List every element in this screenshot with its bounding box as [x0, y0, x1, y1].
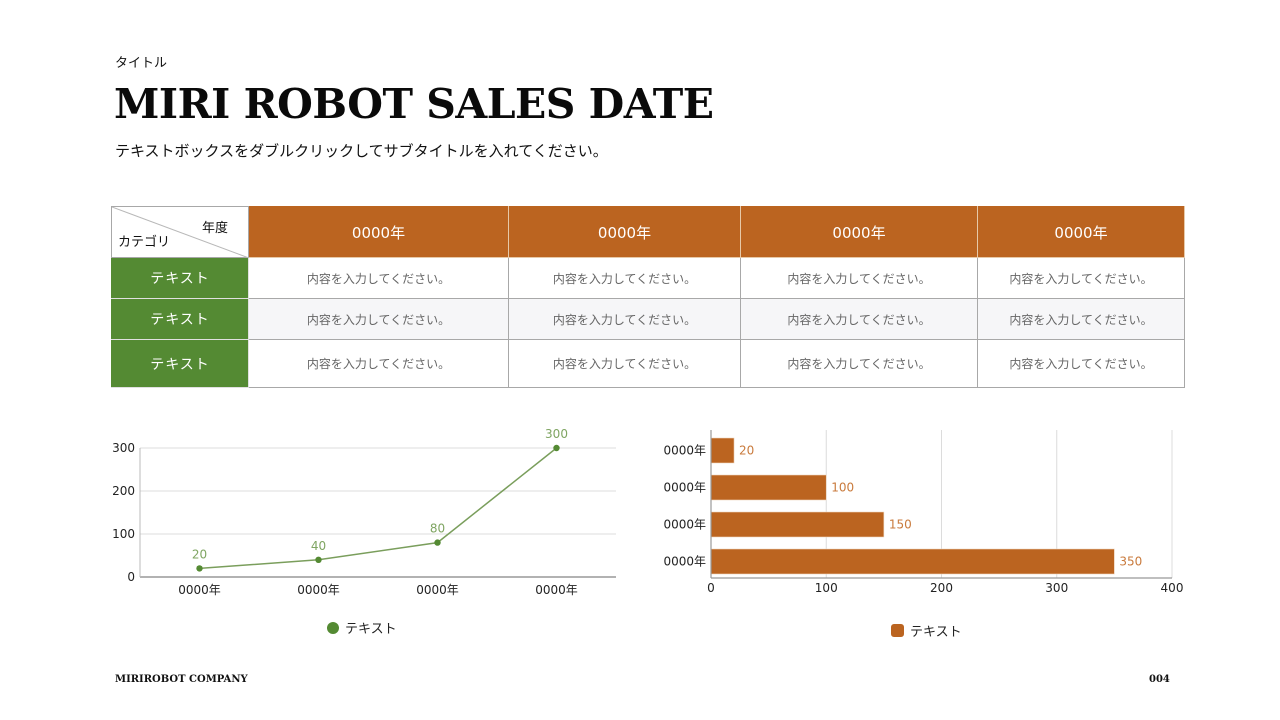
- bar: [710, 437, 735, 464]
- x-tick-label: 0000年: [535, 583, 578, 597]
- table-cell: 内容を入力してください。: [248, 339, 509, 388]
- row-header: テキスト: [111, 339, 249, 388]
- x-tick-label: 0000年: [297, 583, 340, 597]
- x-tick-label: 0: [707, 581, 715, 595]
- table-cell: 内容を入力してください。: [248, 257, 509, 299]
- data-label: 150: [889, 518, 912, 532]
- page-number: 004: [1149, 674, 1170, 685]
- bar-chart: 0 100 200 300 400 20 0000年 100 0000年 150 0000年 350 0…: [655, 420, 1190, 605]
- bar: [710, 548, 1115, 575]
- table-cell: 内容を入力してください。: [740, 298, 978, 340]
- data-point: [315, 556, 322, 563]
- data-label: 350: [1119, 555, 1142, 569]
- table-row: テキスト 内容を入力してください。 内容を入力してください。 内容を入力してくだ…: [111, 298, 1185, 340]
- corner-year-label: 年度: [201, 221, 228, 236]
- column-header: 0000年: [248, 206, 509, 258]
- data-label: 100: [831, 481, 854, 495]
- bar-chart-legend: テキスト: [891, 621, 962, 640]
- table-cell: 内容を入力してください。: [508, 298, 741, 340]
- line-chart-legend: テキスト: [327, 618, 397, 637]
- table-cell: 内容を入力してください。: [740, 339, 978, 388]
- x-tick-label: 0000年: [178, 583, 221, 597]
- y-tick-label: 0: [127, 570, 135, 584]
- legend-circle-icon: [327, 621, 339, 634]
- data-label: 300: [545, 427, 568, 441]
- line-chart: 0 100 200 300 0000年 0000年 0000年 0000年 20 40 80 300: [105, 420, 625, 600]
- y-tick-label: 0000年: [663, 555, 706, 569]
- column-header: 0000年: [740, 206, 978, 258]
- y-tick-label: 100: [112, 527, 135, 541]
- x-tick-label: 300: [1045, 581, 1068, 595]
- y-tick-label: 0000年: [663, 444, 706, 458]
- table-row: テキスト 内容を入力してください。 内容を入力してください。 内容を入力してくだ…: [111, 257, 1185, 299]
- y-tick-label: 0000年: [663, 518, 706, 532]
- data-label: 20: [739, 444, 754, 458]
- data-point: [434, 539, 441, 546]
- x-tick-label: 400: [1161, 581, 1184, 595]
- table-row: テキスト 内容を入力してください。 内容を入力してください。 内容を入力してくだ…: [111, 339, 1185, 388]
- data-label: 20: [192, 547, 207, 561]
- table-header-row: 年度 カテゴリ 0000年 0000年 0000年 0000年: [111, 206, 1185, 258]
- line-series: [199, 447, 557, 570]
- bar: [710, 474, 827, 501]
- bar-chart-plot: 0 100 200 300 400 20 0000年 100 0000年 150 0000年 350 0…: [663, 430, 1184, 595]
- x-tick-label: 0000年: [416, 583, 459, 597]
- table-cell: 内容を入力してください。: [740, 257, 978, 299]
- column-header: 0000年: [977, 206, 1185, 258]
- data-label: 40: [311, 539, 326, 553]
- y-tick-label: 300: [112, 441, 135, 455]
- x-tick-label: 100: [815, 581, 838, 595]
- table-cell: 内容を入力してください。: [977, 339, 1185, 388]
- row-header: テキスト: [111, 257, 249, 299]
- page-title: MIRI ROBOT SALES DATE: [114, 80, 714, 128]
- table-cell: 内容を入力してください。: [977, 298, 1185, 340]
- table-cell: 内容を入力してください。: [508, 257, 741, 299]
- y-tick-label: 0000年: [663, 481, 706, 495]
- data-label: 80: [430, 522, 445, 536]
- company-name: MIRIROBOT COMPANY: [115, 674, 248, 685]
- kicker-label: タイトル: [115, 56, 168, 71]
- data-point: [196, 565, 203, 572]
- table-cell: 内容を入力してください。: [977, 257, 1185, 299]
- page-subtitle: テキストボックスをダブルクリックしてサブタイトルを入れてください。: [115, 142, 608, 160]
- y-tick-label: 200: [112, 484, 135, 498]
- table-cell: 内容を入力してください。: [508, 339, 741, 388]
- x-tick-label: 200: [930, 581, 953, 595]
- column-header: 0000年: [508, 206, 741, 258]
- legend-square-icon: [891, 624, 904, 637]
- bar: [710, 511, 885, 538]
- line-chart-plot: 0 100 200 300 0000年 0000年 0000年 0000年 20 40 80 300: [112, 427, 616, 597]
- corner-category-label: カテゴリ: [118, 235, 171, 250]
- data-table: 年度 カテゴリ 0000年 0000年 0000年 0000年 テキスト 内容を…: [111, 206, 1185, 388]
- legend-label: テキスト: [910, 625, 962, 640]
- row-header: テキスト: [111, 298, 249, 340]
- table-cell: 内容を入力してください。: [248, 298, 509, 340]
- data-point: [553, 444, 560, 452]
- diagonal-divider: [112, 207, 249, 258]
- table-corner-cell: 年度 カテゴリ: [111, 206, 249, 258]
- legend-label: テキスト: [345, 622, 397, 637]
